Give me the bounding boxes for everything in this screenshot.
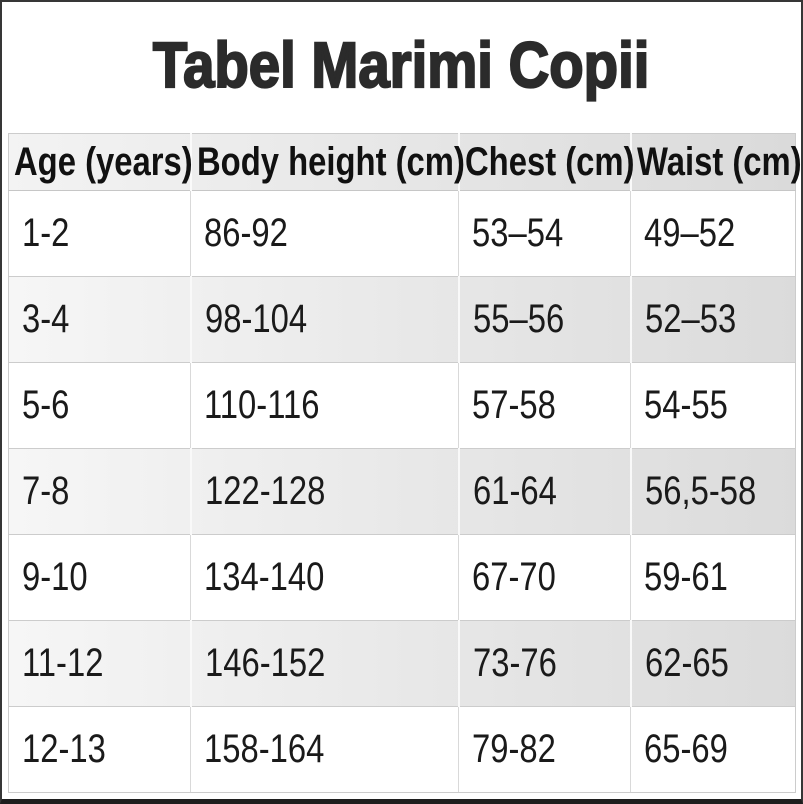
cell-value: 12-13 xyxy=(22,727,106,771)
cell-waist: 54-55 xyxy=(630,362,796,449)
cell-body-height: 122-128 xyxy=(190,448,460,535)
page-title-text: Tabel Marimi Copii xyxy=(152,28,650,102)
cell-value: 56,5-58 xyxy=(644,469,756,513)
cell-value: 5-6 xyxy=(22,383,70,427)
cell-value: 73-76 xyxy=(472,641,557,685)
table-row: 9-10 134-140 67-70 59-61 xyxy=(8,534,796,621)
cell-chest: 61-64 xyxy=(458,448,632,535)
cell-waist: 59-61 xyxy=(630,534,796,621)
table-row: 11-12 146-152 73-76 62-65 xyxy=(8,620,796,707)
header-label: Waist (cm) xyxy=(636,139,802,184)
cell-value: 86-92 xyxy=(204,211,288,255)
cell-value: 49–52 xyxy=(644,211,736,255)
header-label: Body height (cm) xyxy=(196,139,465,184)
cell-chest: 57-58 xyxy=(458,362,631,449)
cell-value: 3-4 xyxy=(22,297,70,341)
cell-value: 62-65 xyxy=(644,641,729,685)
cell-waist: 62-65 xyxy=(630,620,796,707)
cell-value: 134-140 xyxy=(204,555,325,599)
cell-age: 3-4 xyxy=(8,276,192,363)
cell-chest: 53–54 xyxy=(458,190,631,277)
cell-value: 57-58 xyxy=(472,383,556,427)
cell-value: 79-82 xyxy=(472,727,556,771)
cell-chest: 73-76 xyxy=(458,620,632,707)
table-row: 1-2 86-92 53–54 49–52 xyxy=(8,190,796,277)
table-row: 12-13 158-164 79-82 65-69 xyxy=(8,706,796,793)
cell-value: 54-55 xyxy=(644,383,728,427)
cell-waist: 65-69 xyxy=(630,706,796,793)
cell-value: 52–53 xyxy=(644,297,736,341)
cell-age: 11-12 xyxy=(8,620,192,707)
cell-waist: 56,5-58 xyxy=(630,448,796,535)
cell-body-height: 110-116 xyxy=(190,362,459,449)
cell-value: 7-8 xyxy=(22,469,70,513)
cell-value: 146-152 xyxy=(204,641,325,685)
cell-waist: 49–52 xyxy=(630,190,796,277)
header-cell-chest: Chest (cm) xyxy=(458,133,634,191)
cell-body-height: 134-140 xyxy=(190,534,459,621)
cell-age: 9-10 xyxy=(8,534,191,621)
cell-value: 65-69 xyxy=(644,727,728,771)
cell-age: 5-6 xyxy=(8,362,191,449)
header-label: Chest (cm) xyxy=(464,139,634,184)
cell-body-height: 146-152 xyxy=(190,620,460,707)
cell-body-height: 98-104 xyxy=(190,276,460,363)
cell-value: 122-128 xyxy=(204,469,325,513)
page-title: Tabel Marimi Copii xyxy=(2,28,801,102)
cell-body-height: 86-92 xyxy=(190,190,459,277)
cell-value: 67-70 xyxy=(472,555,556,599)
cell-chest: 79-82 xyxy=(458,706,631,793)
cell-waist: 52–53 xyxy=(630,276,796,363)
cell-age: 12-13 xyxy=(8,706,191,793)
header-cell-waist: Waist (cm) xyxy=(630,133,801,191)
cell-value: 158-164 xyxy=(204,727,325,771)
cell-chest: 55–56 xyxy=(458,276,632,363)
cell-value: 9-10 xyxy=(22,555,88,599)
header-cell-body-height: Body height (cm) xyxy=(190,133,464,191)
cell-value: 110-116 xyxy=(204,383,320,427)
children-size-table: Age (years) Body height (cm) Chest (cm) … xyxy=(8,133,801,793)
table-row: 3-4 98-104 55–56 52–53 xyxy=(8,276,796,363)
header-cell-age: Age (years) xyxy=(8,133,193,191)
cell-value: 53–54 xyxy=(472,211,564,255)
cell-value: 98-104 xyxy=(204,297,307,341)
cell-value: 1-2 xyxy=(22,211,70,255)
table-row: 5-6 110-116 57-58 54-55 xyxy=(8,362,796,449)
table-row: 7-8 122-128 61-64 56,5-58 xyxy=(8,448,796,535)
cell-value: 11-12 xyxy=(22,641,104,685)
cell-value: 59-61 xyxy=(644,555,728,599)
cell-age: 7-8 xyxy=(8,448,192,535)
cell-value: 55–56 xyxy=(472,297,564,341)
table-header-row: Age (years) Body height (cm) Chest (cm) … xyxy=(8,133,801,191)
cell-body-height: 158-164 xyxy=(190,706,459,793)
cell-age: 1-2 xyxy=(8,190,191,277)
header-label: Age (years) xyxy=(14,139,193,184)
cell-value: 61-64 xyxy=(472,469,557,513)
cell-chest: 67-70 xyxy=(458,534,631,621)
